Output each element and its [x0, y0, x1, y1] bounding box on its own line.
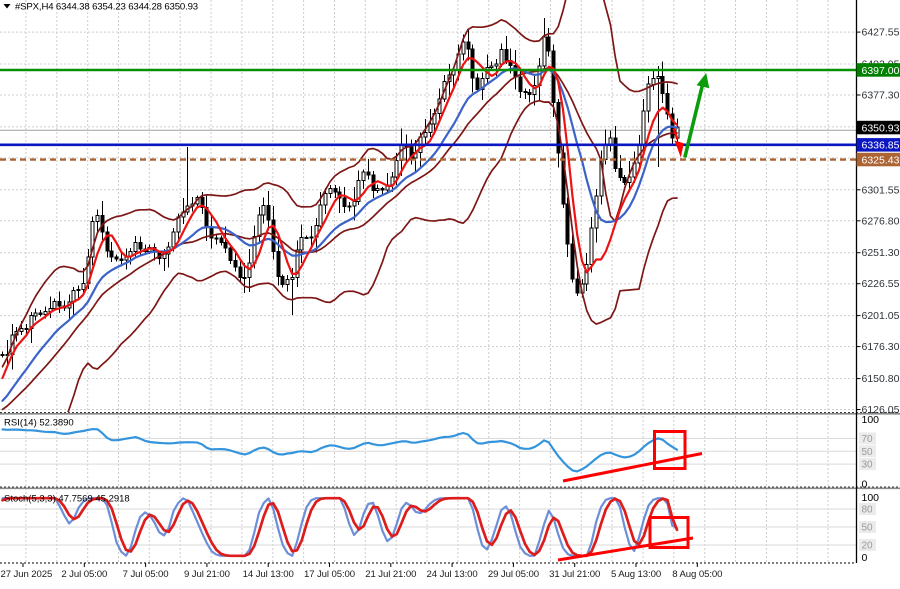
- svg-text:14 Jul 13:00: 14 Jul 13:00: [243, 569, 294, 580]
- svg-text:6427.55: 6427.55: [862, 27, 900, 39]
- svg-text:6397.00: 6397.00: [862, 65, 900, 77]
- svg-text:6276.80: 6276.80: [862, 215, 900, 227]
- svg-text:0: 0: [862, 552, 868, 564]
- svg-text:50: 50: [862, 447, 874, 458]
- svg-text:2 Jul 05:00: 2 Jul 05:00: [61, 569, 107, 580]
- svg-text:24 Jul 13:00: 24 Jul 13:00: [427, 569, 478, 580]
- svg-text:6301.55: 6301.55: [862, 184, 900, 196]
- svg-text:80: 80: [862, 505, 874, 516]
- svg-text:31 Jul 21:00: 31 Jul 21:00: [549, 569, 600, 580]
- svg-text:#SPX,H4 6344.38 6354.23 6344.: #SPX,H4 6344.38 6354.23 6344.28 6350.93: [15, 2, 198, 13]
- svg-text:6201.05: 6201.05: [862, 310, 900, 322]
- svg-text:30: 30: [862, 460, 874, 471]
- svg-text:6226.55: 6226.55: [862, 278, 900, 290]
- svg-text:Stoch(5,3,3) 47.7569 45.2918: Stoch(5,3,3) 47.7569 45.2918: [4, 494, 130, 505]
- svg-text:21 Jul 21:00: 21 Jul 21:00: [365, 569, 416, 580]
- svg-text:6336.85: 6336.85: [862, 140, 900, 152]
- svg-text:6176.30: 6176.30: [862, 341, 900, 353]
- svg-text:29 Jul 05:00: 29 Jul 05:00: [488, 569, 539, 580]
- svg-text:7 Jul 05:00: 7 Jul 05:00: [123, 569, 169, 580]
- svg-text:100: 100: [862, 492, 880, 504]
- svg-text:9 Jul 21:00: 9 Jul 21:00: [184, 569, 230, 580]
- svg-text:8 Aug 05:00: 8 Aug 05:00: [672, 569, 722, 580]
- svg-text:17 Jul 05:00: 17 Jul 05:00: [304, 569, 355, 580]
- svg-text:50: 50: [862, 523, 874, 534]
- svg-text:6377.30: 6377.30: [862, 90, 900, 102]
- svg-text:6350.93: 6350.93: [862, 122, 900, 134]
- svg-text:5 Aug 13:00: 5 Aug 13:00: [611, 569, 661, 580]
- svg-text:6325.43: 6325.43: [862, 154, 900, 166]
- svg-text:RSI(14) 52.3890: RSI(14) 52.3890: [4, 418, 74, 429]
- svg-text:0: 0: [862, 479, 868, 491]
- svg-text:27 Jun 2025: 27 Jun 2025: [1, 569, 53, 580]
- svg-text:70: 70: [862, 434, 874, 445]
- svg-text:6251.30: 6251.30: [862, 247, 900, 259]
- svg-text:20: 20: [862, 541, 874, 552]
- svg-text:6150.80: 6150.80: [862, 373, 900, 385]
- svg-text:100: 100: [862, 414, 880, 426]
